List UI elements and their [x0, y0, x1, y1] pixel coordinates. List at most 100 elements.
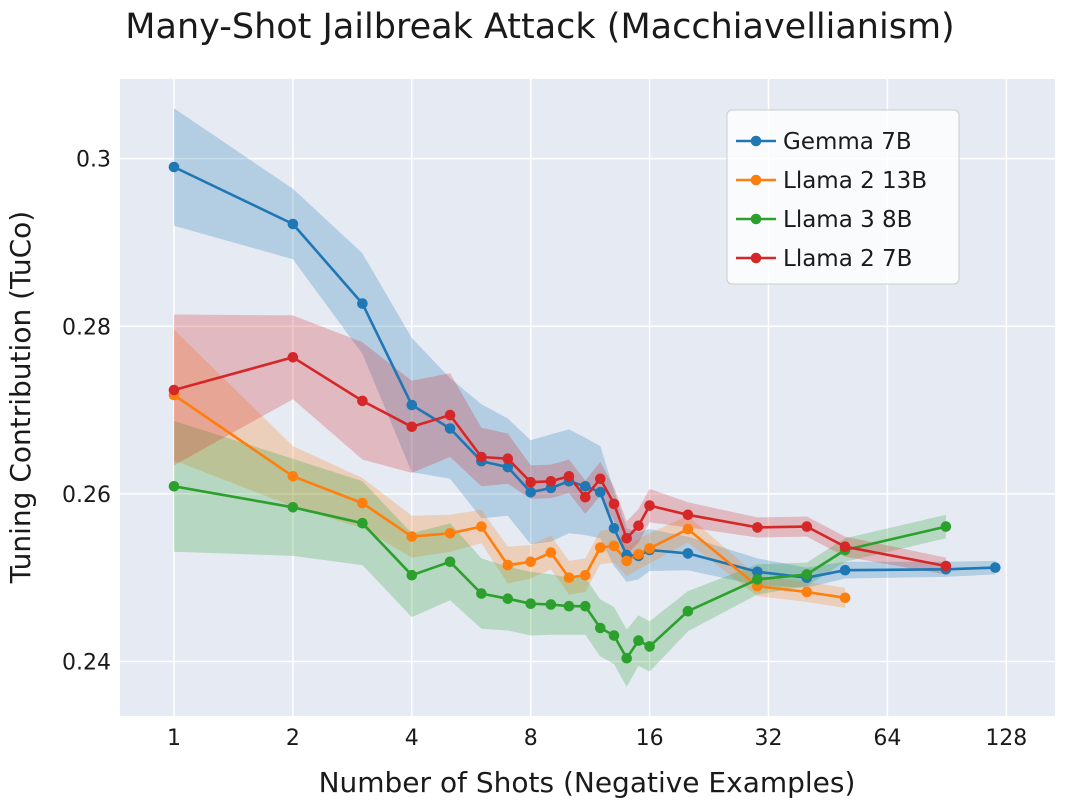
legend: Gemma 7B Llama 2 13B Llama 3 8B Llama 2 7B — [726, 109, 960, 285]
point-llama-3-8b — [545, 599, 557, 610]
point-llama-3-8b — [608, 630, 620, 641]
point-llama-3-8b — [476, 588, 487, 599]
point-llama-2-7b — [168, 384, 180, 396]
point-gemma-7b — [990, 562, 1001, 573]
legend-item-llama-2-7b: Llama 2 7B — [736, 246, 912, 272]
point-llama-2-7b — [621, 533, 632, 544]
band-llama-2-7b — [174, 314, 946, 575]
point-llama-2-7b — [940, 560, 952, 572]
point-llama-2-13b — [580, 569, 591, 581]
axis-ticks: 1 2 4 8 16 32 64 128 0.24 0.26 0.28 0.3 — [62, 148, 1027, 751]
y-tick-label: 0.3 — [76, 148, 111, 173]
point-llama-3-8b — [595, 622, 606, 634]
point-llama-2-13b — [644, 543, 655, 554]
legend-marker — [750, 135, 762, 147]
point-llama-2-7b — [563, 471, 575, 482]
x-axis-label: Number of Shots (Negative Examples) — [319, 766, 856, 799]
point-llama-2-13b — [476, 521, 487, 532]
legend-marker — [750, 252, 762, 264]
y-tick-label: 0.24 — [62, 651, 111, 676]
point-llama-2-7b — [839, 541, 851, 552]
point-llama-2-7b — [476, 451, 487, 463]
point-llama-2-13b — [801, 586, 813, 598]
point-llama-2-13b — [502, 559, 514, 571]
legend-item-llama-2-13b: Llama 2 13B — [736, 168, 927, 194]
y-tick-label: 0.28 — [62, 315, 111, 340]
x-tick-label: 32 — [755, 726, 783, 751]
point-gemma-7b — [444, 423, 456, 434]
point-llama-3-8b — [644, 641, 655, 652]
legend-marker — [750, 174, 762, 186]
point-llama-2-13b — [633, 548, 644, 560]
point-gemma-7b — [752, 566, 763, 578]
point-llama-2-13b — [357, 497, 368, 509]
point-llama-2-7b — [287, 352, 299, 363]
confidence-bands — [174, 108, 996, 687]
point-gemma-7b — [595, 486, 606, 498]
point-llama-3-8b — [406, 569, 418, 581]
point-llama-3-8b — [525, 598, 536, 609]
point-llama-3-8b — [287, 502, 299, 513]
point-gemma-7b — [839, 564, 851, 576]
point-gemma-7b — [580, 481, 591, 492]
x-tick-label: 4 — [405, 726, 419, 751]
legend-label: Llama 2 7B — [783, 246, 912, 272]
point-gemma-7b — [406, 399, 418, 411]
point-llama-2-7b — [545, 476, 557, 487]
legend-label: Gemma 7B — [783, 129, 912, 155]
point-gemma-7b — [357, 298, 368, 309]
point-llama-3-8b — [940, 521, 952, 532]
x-tick-label: 2 — [286, 726, 300, 751]
legend-item-gemma-7b: Gemma 7B — [736, 129, 912, 155]
point-llama-2-13b — [525, 556, 536, 568]
point-llama-2-13b — [545, 547, 557, 558]
point-llama-2-13b — [563, 572, 575, 583]
point-llama-3-8b — [502, 593, 514, 604]
point-llama-2-7b — [801, 521, 813, 532]
x-tick-label: 128 — [985, 726, 1027, 751]
point-gemma-7b — [525, 486, 536, 498]
x-tick-label: 16 — [636, 726, 664, 751]
x-tick-label: 64 — [873, 726, 901, 751]
point-llama-3-8b — [752, 574, 763, 585]
point-llama-3-8b — [682, 605, 694, 617]
point-llama-2-13b — [444, 528, 456, 539]
point-llama-3-8b — [801, 569, 813, 580]
point-llama-2-13b — [287, 471, 299, 482]
point-llama-2-7b — [580, 491, 591, 503]
point-llama-2-7b — [644, 500, 655, 511]
point-gemma-7b — [682, 548, 694, 559]
point-llama-3-8b — [357, 517, 368, 529]
y-axis-label: Tuning Contribution (TuCo) — [4, 211, 37, 584]
point-llama-2-7b — [357, 395, 368, 407]
point-llama-3-8b — [580, 600, 591, 612]
legend-item-llama-3-8b: Llama 3 8B — [736, 207, 912, 233]
point-llama-2-13b — [621, 555, 632, 567]
point-llama-2-13b — [682, 523, 694, 535]
point-llama-3-8b — [633, 635, 644, 646]
x-tick-label: 8 — [524, 726, 538, 751]
legend-marker — [750, 213, 762, 225]
legend-label: Llama 2 13B — [783, 168, 927, 194]
legend-label: Llama 3 8B — [783, 207, 912, 233]
point-llama-2-13b — [595, 542, 606, 553]
x-tick-label: 1 — [167, 726, 181, 751]
point-llama-2-7b — [752, 522, 763, 533]
point-llama-2-13b — [839, 592, 851, 604]
point-llama-2-7b — [608, 498, 620, 510]
y-tick-label: 0.26 — [62, 483, 111, 508]
band-llama-2-13b — [174, 329, 846, 608]
legend-box — [726, 109, 960, 285]
point-llama-2-7b — [502, 453, 514, 465]
point-gemma-7b — [608, 523, 620, 534]
band-llama-3-8b — [174, 421, 946, 687]
point-llama-2-13b — [608, 540, 620, 552]
point-llama-2-13b — [406, 531, 418, 542]
point-llama-3-8b — [168, 481, 180, 492]
point-gemma-7b — [502, 461, 514, 473]
point-llama-2-7b — [406, 421, 418, 433]
band-gemma-7b — [174, 108, 996, 588]
point-gemma-7b — [168, 161, 180, 173]
line-llama-2-13b — [173, 393, 846, 600]
